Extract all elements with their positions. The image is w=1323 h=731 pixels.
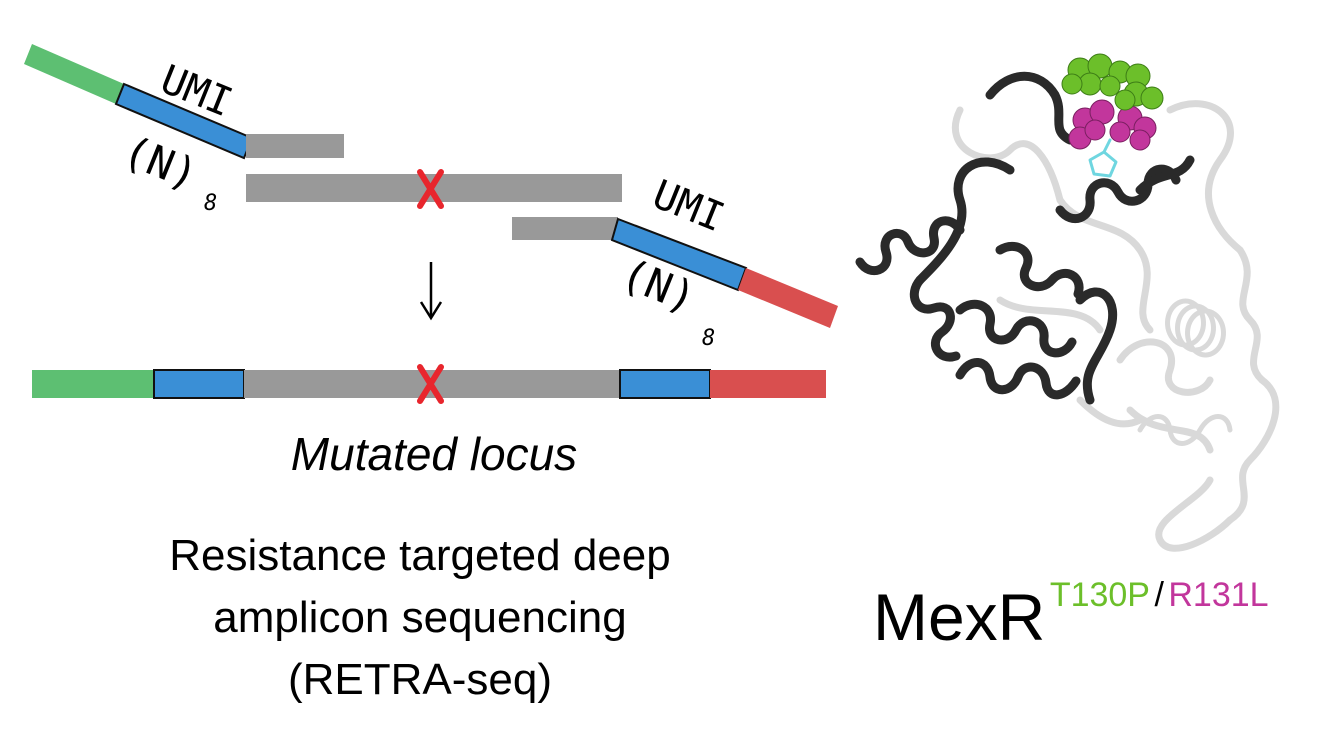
primer-left-n-subscript: 8: [204, 191, 217, 216]
method-title-line2: amplicon sequencing: [213, 593, 626, 642]
mutation-mark-template: [417, 169, 444, 209]
protein-mutation2: R131L: [1168, 576, 1268, 614]
method-title-line3: (RETRA-seq): [288, 655, 552, 704]
protein-mutation1: T130P: [1050, 576, 1150, 614]
mutation-mark-product: [417, 364, 444, 404]
method-title-line1: Resistance targeted deep: [169, 531, 670, 580]
primer-left-template: [246, 134, 344, 158]
product-umi-right: [619, 369, 711, 399]
product-umi-left: [153, 369, 245, 399]
primer-right-n-subscript: 8: [702, 326, 715, 351]
arrow-down-icon: [419, 262, 443, 321]
product-adapter-right: [710, 370, 826, 398]
protein-mutation-separator: /: [1154, 576, 1164, 614]
product-adapter-left: [32, 370, 154, 398]
amplicon-product: [32, 364, 826, 404]
primer-left-umi: [114, 82, 254, 160]
protein-name: MexR: [873, 580, 1045, 654]
primer-right-adapter: [738, 268, 838, 328]
primer-left: UMI (N) 8: [24, 44, 254, 216]
primer-right: UMI (N) 8: [610, 172, 838, 351]
primer-right-template: [512, 217, 618, 240]
primer-left-adapter: [24, 44, 124, 104]
primer-right-umi-label: UMI: [646, 172, 730, 242]
product-label: Mutated locus: [291, 428, 577, 480]
protein-label: MexR T130P / R131L: [873, 576, 1269, 654]
mexr-structure: [855, 53, 1280, 552]
